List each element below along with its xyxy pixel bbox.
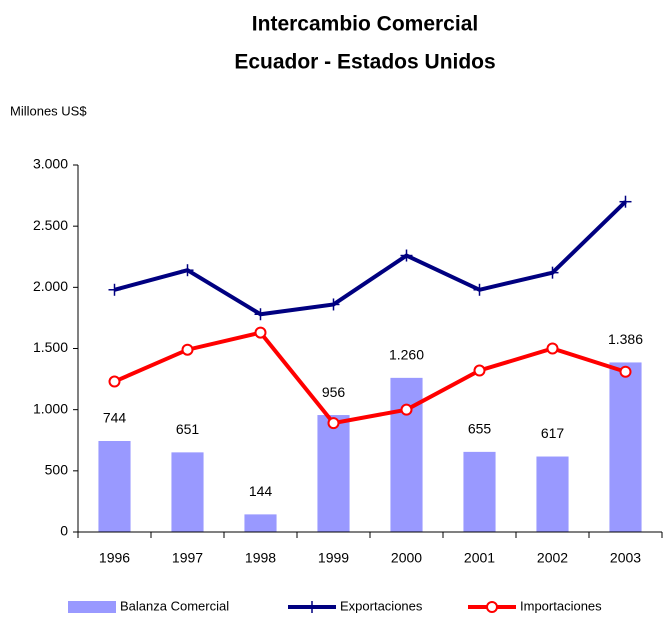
marker [619, 195, 632, 208]
data-label: 617 [541, 425, 565, 441]
bar [536, 456, 569, 532]
data-label: 655 [468, 421, 492, 437]
y-tick-label: 1.000 [33, 400, 68, 416]
data-label: 1.386 [608, 331, 643, 347]
marker [546, 266, 559, 279]
x-tick-label: 2003 [610, 550, 641, 566]
y-tick-label: 1.500 [33, 339, 68, 355]
marker [400, 403, 413, 416]
bar [171, 452, 204, 532]
marker [254, 308, 267, 321]
data-label: 1.260 [389, 347, 424, 363]
x-tick-label: 2000 [391, 550, 422, 566]
marker [254, 326, 267, 339]
data-label: 651 [176, 421, 200, 437]
legend-marker [486, 601, 498, 613]
y-axis-label: Millones US$ [10, 103, 87, 118]
legend-label: Importaciones [520, 598, 602, 613]
line [113, 200, 627, 317]
bar [244, 514, 277, 532]
x-tick-label: 2002 [537, 550, 568, 566]
marker [327, 417, 340, 430]
chart-title: Intercambio Comercial [252, 13, 478, 36]
line [113, 330, 627, 426]
marker [400, 249, 413, 262]
y-tick-label: 2.500 [33, 217, 68, 233]
x-tick-label: 1998 [245, 550, 276, 566]
marker [327, 298, 340, 311]
marker [108, 375, 121, 388]
legend-marker [306, 601, 318, 613]
y-tick-label: 0 [60, 523, 68, 539]
marker [473, 364, 486, 377]
y-tick-label: 3.000 [33, 156, 68, 172]
marker [546, 342, 559, 355]
marker [473, 283, 486, 296]
x-tick-label: 2001 [464, 550, 495, 566]
legend-swatch [68, 601, 116, 613]
bar [98, 440, 131, 532]
data-label: 744 [103, 410, 127, 426]
x-tick-label: 1999 [318, 550, 349, 566]
data-label: 956 [322, 384, 346, 400]
chart-subtitle: Ecuador - Estados Unidos [234, 51, 495, 74]
y-tick-label: 500 [45, 462, 69, 478]
marker [108, 283, 121, 296]
bar [463, 451, 496, 532]
x-tick-label: 1996 [99, 550, 130, 566]
legend-label: Balanza Comercial [120, 598, 229, 613]
marker [619, 365, 632, 378]
marker [181, 264, 194, 277]
legend-label: Exportaciones [340, 598, 423, 613]
x-tick-label: 1997 [172, 550, 203, 566]
bar [317, 415, 350, 532]
marker [181, 343, 194, 356]
y-tick-label: 2.000 [33, 278, 68, 294]
data-label: 144 [249, 483, 273, 499]
bar [390, 377, 423, 532]
bar [609, 362, 642, 532]
